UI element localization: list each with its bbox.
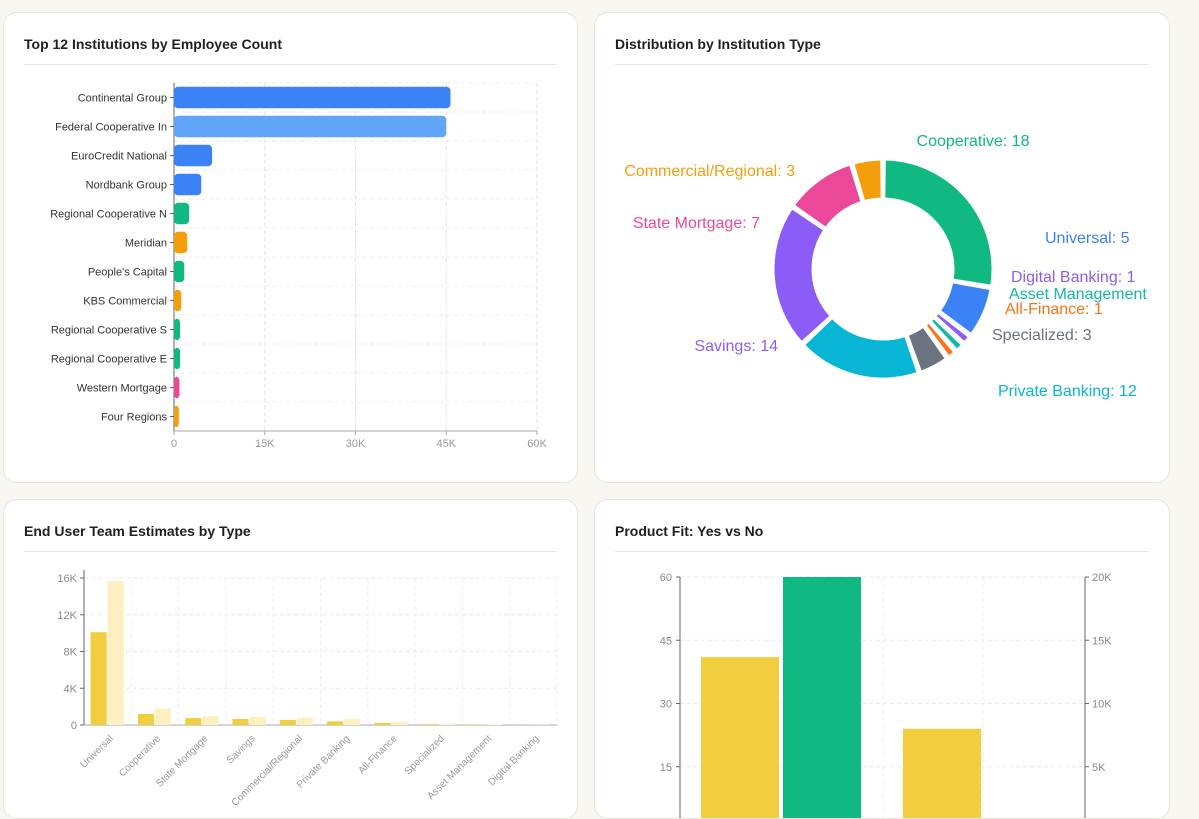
- y-tick-label: 0: [71, 720, 77, 732]
- distribution-donut-chart: Cooperative: 18 Universal: 5 Digital Banki…: [595, 13, 1170, 483]
- product-fit-bar-chart: 15 30 45 60 5K 10K 15K 20K: [595, 500, 1170, 819]
- bar: [174, 261, 184, 282]
- bar: [185, 718, 201, 725]
- bar: [174, 290, 181, 311]
- bar: [297, 718, 313, 725]
- bar: [174, 319, 180, 340]
- y-left-tick-label: 45: [660, 635, 672, 647]
- bar: [108, 581, 124, 725]
- bar: [174, 203, 189, 224]
- bar: [174, 87, 450, 108]
- category-label: All-Finance: [356, 733, 399, 776]
- slice-label: Universal: 5: [1045, 230, 1130, 247]
- category-label: Regional Cooperative S: [51, 325, 167, 337]
- slice-label: Digital Banking: 1: [1011, 269, 1136, 286]
- bar: [327, 721, 343, 725]
- bar: [202, 716, 218, 725]
- bar: [486, 724, 502, 725]
- y-tick-label: 12K: [57, 610, 77, 622]
- y-tick-label: 16K: [57, 573, 77, 585]
- x-tick-label: 45K: [436, 438, 456, 450]
- bar: [174, 348, 180, 369]
- slice-label: Specialized: 3: [992, 327, 1092, 344]
- bar: [91, 632, 107, 725]
- bar: [783, 577, 861, 819]
- slice-label: All-Finance: 1: [1005, 301, 1103, 318]
- category-label: EuroCredit National: [71, 151, 167, 163]
- slice-label: Cooperative: 18: [917, 133, 1030, 150]
- bar: [174, 377, 179, 398]
- x-tick-label: 15K: [255, 438, 275, 450]
- y-right-tick-label: 15K: [1092, 635, 1112, 647]
- category-label: Savings: [225, 733, 258, 766]
- card-distribution-by-type: Distribution by Institution Type Coopera…: [594, 12, 1170, 483]
- category-label: People's Capital: [88, 267, 167, 279]
- category-label: Regional Cooperative E: [51, 354, 167, 366]
- category-label: Regional Cooperative N: [50, 209, 167, 221]
- x-tick-label: 30K: [346, 438, 366, 450]
- y-right-tick-label: 10K: [1092, 699, 1112, 711]
- y-right-tick-label: 20K: [1092, 572, 1112, 584]
- bar: [374, 723, 390, 725]
- slice-label: Savings: 14: [694, 338, 778, 355]
- card-top-institutions: Top 12 Institutions by Employee Count Co…: [3, 12, 578, 483]
- y-tick-label: 4K: [64, 683, 78, 695]
- y-right-tick-label: 5K: [1092, 762, 1106, 774]
- y-left-tick-label: 15: [660, 762, 672, 774]
- bar: [701, 657, 779, 819]
- bar: [233, 719, 249, 725]
- category-label: Western Mortgage: [77, 383, 167, 395]
- category-label: Meridian: [125, 238, 167, 250]
- bar: [903, 729, 981, 819]
- y-left-tick-label: 60: [660, 572, 672, 584]
- slice-label: Commercial/Regional: 3: [624, 163, 795, 180]
- x-tick-label: 60K: [527, 438, 547, 450]
- category-label: Nordbank Group: [86, 180, 167, 192]
- bar: [344, 719, 360, 725]
- category-label: Federal Cooperative In: [55, 122, 167, 134]
- slice-label: Private Banking: 12: [998, 383, 1137, 400]
- bar: [174, 174, 201, 195]
- bar: [422, 724, 438, 725]
- y-left-tick-label: 30: [660, 699, 672, 711]
- x-tick-label: 0: [171, 438, 177, 450]
- y-tick-label: 8K: [64, 647, 78, 659]
- institutions-bar-chart: Continental Group Federal Cooperative In E…: [4, 13, 578, 483]
- bar: [138, 714, 154, 725]
- category-label: Specialized: [403, 733, 447, 777]
- category-label: State Mortgage: [154, 733, 210, 789]
- bar: [392, 722, 408, 725]
- category-label: Continental Group: [78, 93, 167, 105]
- category-label: Universal: [79, 733, 116, 770]
- category-label: Digital Banking: [487, 733, 542, 788]
- bar: [174, 406, 179, 427]
- bar: [155, 708, 171, 725]
- bar: [174, 145, 212, 166]
- bar: [174, 116, 446, 137]
- category-label: Four Regions: [101, 412, 168, 424]
- slice-label: State Mortgage: 7: [633, 215, 760, 232]
- donut-slice: [884, 159, 993, 286]
- bar: [174, 232, 187, 253]
- category-label: KBS Commercial: [83, 296, 167, 308]
- bar: [250, 717, 266, 725]
- bar: [280, 720, 296, 725]
- bar: [439, 724, 455, 725]
- category-label: Cooperative: [117, 733, 163, 779]
